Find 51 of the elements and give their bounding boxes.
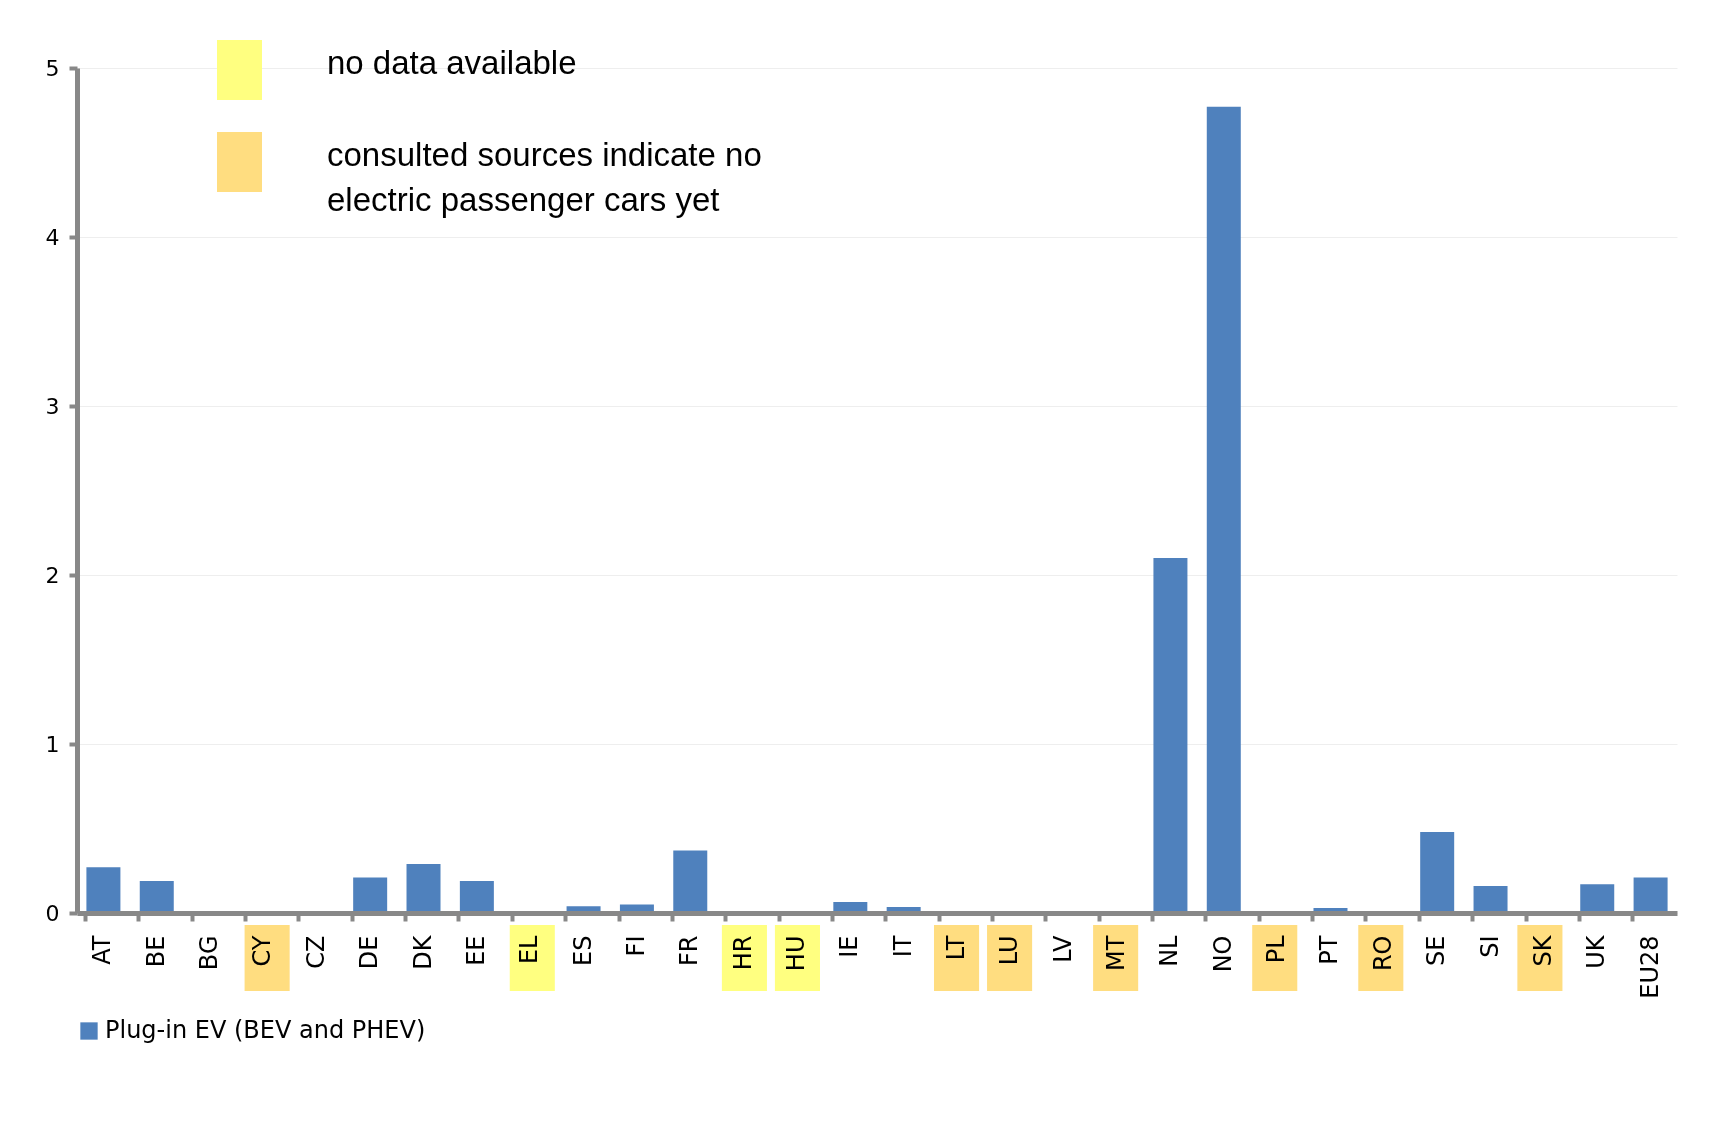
bar bbox=[406, 863, 441, 913]
x-tick-label: HR bbox=[728, 935, 757, 971]
x-tick-label: BG bbox=[195, 935, 224, 971]
x-tick-label: DK bbox=[408, 934, 437, 970]
x-tick-label: SE bbox=[1422, 935, 1451, 966]
bar bbox=[86, 867, 121, 913]
y-tick-label: 4 bbox=[45, 224, 60, 250]
x-tick-label: SI bbox=[1475, 935, 1504, 958]
x-tick-label: DE bbox=[355, 935, 384, 970]
x-tick-label: NO bbox=[1208, 935, 1237, 973]
x-tick-label: IT bbox=[888, 935, 917, 958]
bar bbox=[1153, 558, 1188, 913]
y-tick-label: 1 bbox=[45, 731, 60, 757]
bar bbox=[353, 877, 388, 913]
bar bbox=[459, 880, 494, 913]
y-tick-label: 0 bbox=[45, 900, 60, 926]
x-tick-label: ES bbox=[568, 935, 597, 966]
x-tick-label: PL bbox=[1262, 934, 1291, 964]
x-tick-label: FI bbox=[621, 935, 650, 957]
x-tick-label: FR bbox=[675, 935, 704, 966]
x-tick-label: LT bbox=[942, 935, 971, 961]
x-tick-label: NL bbox=[1155, 934, 1184, 967]
x-tick-label: EE bbox=[461, 935, 490, 966]
bar bbox=[1206, 106, 1241, 913]
legend-label: consulted sources indicate no electric passenger cars yet bbox=[327, 136, 762, 218]
x-tick-label: MT bbox=[1102, 935, 1131, 971]
x-tick-label: AT bbox=[88, 935, 117, 965]
x-tick-label: SK bbox=[1528, 934, 1557, 967]
x-tick-label: RO bbox=[1368, 935, 1397, 972]
x-tick-label: LV bbox=[1048, 934, 1077, 963]
legend-label: Plug-in EV (BEV and PHEV) bbox=[105, 1016, 426, 1044]
bar bbox=[139, 880, 174, 913]
bar bbox=[1420, 831, 1455, 913]
bar bbox=[1473, 885, 1508, 913]
x-tick-label: BE bbox=[141, 935, 170, 968]
x-tick-label: UK bbox=[1582, 934, 1611, 969]
x-tick-label: IE bbox=[835, 935, 864, 958]
y-tick-label: 3 bbox=[45, 393, 60, 419]
legend-label: no data available bbox=[327, 44, 577, 81]
x-tick-label: HU bbox=[781, 935, 810, 972]
bar bbox=[673, 850, 708, 913]
y-tick-label: 2 bbox=[45, 562, 60, 588]
x-tick-label: CZ bbox=[301, 935, 330, 969]
x-tick-label: LU bbox=[995, 935, 1024, 966]
x-tick-label: EU28 bbox=[1635, 935, 1664, 999]
y-tick-label: 5 bbox=[45, 55, 60, 81]
x-tick-label: EL bbox=[515, 934, 544, 965]
x-tick-label: CY bbox=[248, 935, 277, 967]
x-tick-label: PT bbox=[1315, 935, 1344, 965]
bar bbox=[1580, 884, 1615, 913]
bar bbox=[1633, 877, 1668, 913]
